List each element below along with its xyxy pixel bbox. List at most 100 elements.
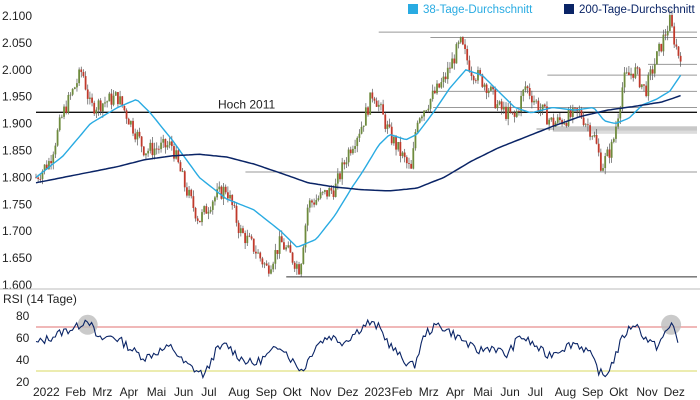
candle-body — [289, 245, 292, 253]
candle-body — [522, 89, 525, 96]
candle-body — [647, 74, 650, 97]
candle-body — [231, 194, 234, 206]
price-y-tick-label: 1.750 — [2, 197, 32, 211]
candle-body — [216, 189, 219, 198]
candle-body — [308, 200, 311, 208]
candle-body — [73, 87, 76, 90]
candle-body — [369, 92, 372, 115]
x-tick-label: Mrz — [419, 385, 439, 399]
x-tick-label: Aug — [555, 385, 576, 399]
candle-body — [498, 101, 501, 105]
candle-body — [84, 76, 87, 90]
candle-body — [168, 141, 171, 146]
candle-body — [272, 263, 275, 270]
candle-body — [440, 82, 443, 88]
candle-body — [106, 101, 109, 103]
candle-body — [574, 107, 576, 109]
candle-body — [660, 43, 663, 52]
candle-body — [291, 252, 294, 263]
candle-body — [552, 117, 555, 127]
candle-body — [563, 123, 566, 125]
candle-body — [627, 72, 630, 76]
candle-body — [481, 74, 484, 87]
candle-body — [638, 68, 641, 88]
candle-body — [502, 106, 505, 110]
candle-body — [304, 225, 307, 248]
candle-body — [548, 119, 551, 125]
candle-body — [198, 220, 201, 223]
candle-body — [423, 110, 425, 117]
candle-body — [41, 171, 44, 180]
candle-body — [343, 162, 346, 165]
candle-body — [138, 131, 141, 137]
candle-body — [352, 148, 354, 154]
candle-body — [300, 263, 303, 275]
candle-body — [466, 49, 469, 61]
candle-body — [630, 73, 632, 76]
candle-body — [222, 186, 225, 199]
candle-body — [438, 83, 441, 88]
candle-body — [233, 205, 236, 206]
candle-body — [336, 173, 339, 184]
candle-body — [175, 150, 178, 159]
candle-body — [595, 135, 598, 144]
candle-body — [220, 186, 223, 199]
candle-body — [52, 154, 55, 164]
candle-body — [349, 149, 352, 154]
candle-body — [326, 190, 328, 197]
candle-body — [464, 44, 466, 50]
candle-body — [550, 117, 553, 120]
candle-body — [397, 141, 400, 150]
candle-body — [455, 44, 458, 64]
legend-label: 200-Tage-Durchschnitt — [579, 4, 696, 16]
candle-body — [668, 15, 671, 31]
candle-body — [211, 201, 214, 210]
candle-body — [48, 161, 50, 169]
candle-body — [446, 67, 449, 80]
candle-body — [347, 149, 350, 163]
candle-body — [121, 96, 124, 106]
candle-body — [95, 109, 98, 114]
candle-body — [319, 192, 322, 199]
candle-body — [295, 264, 298, 269]
price-y-tick-label: 1.700 — [2, 224, 32, 238]
candle-body — [479, 70, 482, 75]
candle-body — [386, 124, 389, 129]
candle-body — [421, 116, 423, 119]
candle-body — [255, 251, 257, 254]
candle-body — [429, 99, 432, 109]
candle-body — [442, 76, 445, 83]
candle-body — [584, 124, 587, 126]
candle-body — [142, 146, 145, 156]
price-y-tick-label: 1.600 — [2, 278, 32, 292]
candle-body — [339, 173, 341, 180]
x-tick-label: Sep — [256, 385, 278, 399]
legend-label: 38-Tage-Durchschnitt — [423, 4, 533, 16]
axes: 1.600 1.650 1.700 1.750 1.800 1.850 1.900 1.950… — [0, 9, 700, 399]
candle-body — [78, 69, 81, 84]
candle-body — [677, 46, 680, 56]
candle-body — [453, 58, 456, 64]
candle-body — [610, 141, 613, 158]
candle-body — [561, 120, 563, 125]
candle-body — [477, 70, 479, 81]
candle-body — [593, 135, 596, 137]
candle-body — [164, 138, 167, 148]
candle-body — [483, 84, 486, 87]
candle-body — [470, 71, 473, 77]
candle-body — [155, 148, 158, 150]
candle-body — [242, 228, 244, 233]
candle-body — [571, 107, 574, 117]
candle-body — [399, 141, 402, 156]
legend-swatch — [408, 4, 418, 14]
candle-body — [192, 196, 195, 208]
candle-body — [679, 55, 682, 62]
candle-body — [636, 67, 639, 69]
candle-body — [166, 145, 169, 148]
candle-body — [110, 93, 113, 105]
price-y-tick-label: 1.850 — [2, 144, 32, 158]
candle-body — [330, 188, 333, 191]
candle-body — [265, 263, 268, 266]
candle-body — [587, 124, 589, 126]
